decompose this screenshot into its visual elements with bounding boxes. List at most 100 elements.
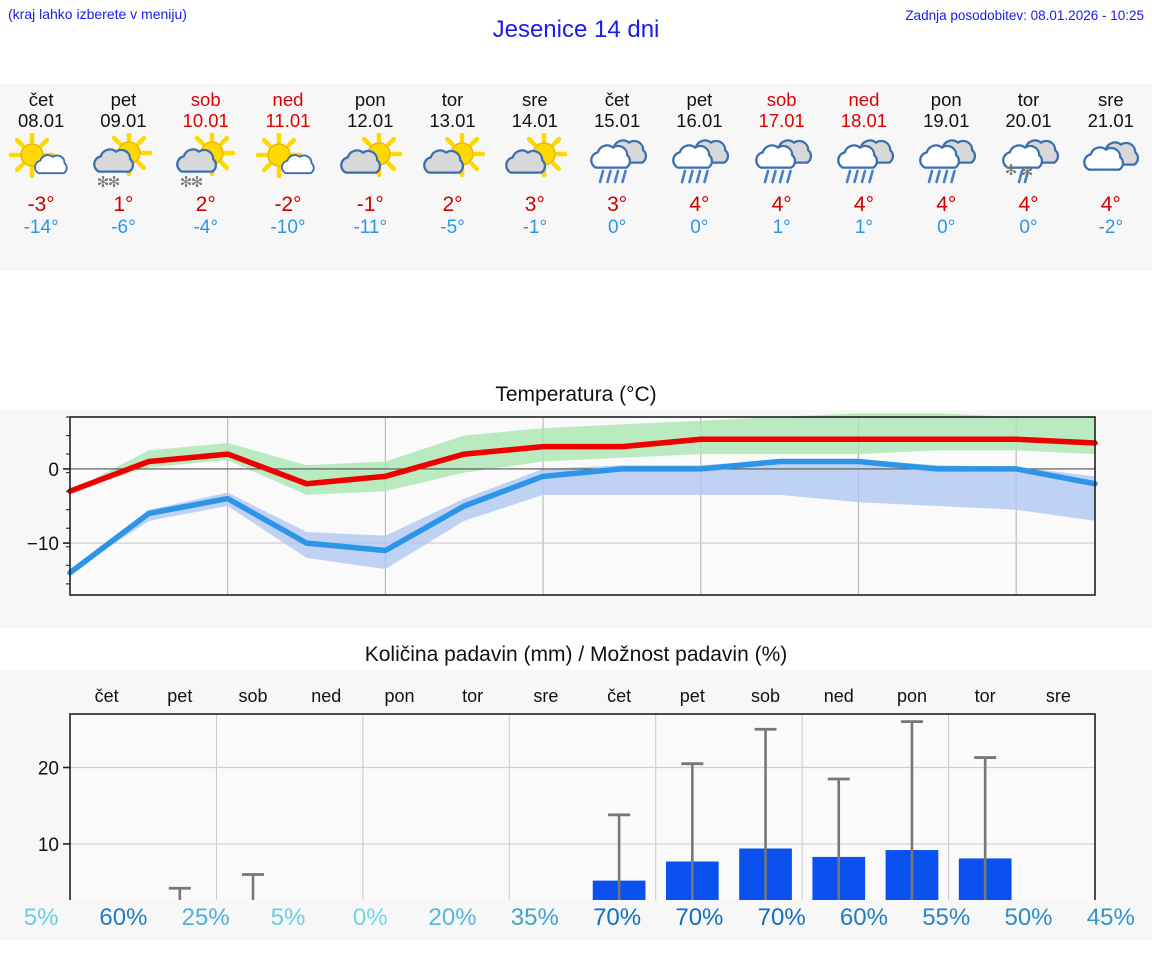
last-updated-text: Zadnja posodobitev: 08.01.2026 - 10:25	[905, 8, 1144, 23]
forecast-day-column[interactable]: tor 13.01 2° -5°	[411, 84, 493, 271]
weather-icon-wrapper	[412, 133, 494, 191]
day-date-label: 13.01	[429, 110, 476, 131]
forecast-day-column[interactable]: pon 12.01 -1° -11°	[329, 84, 411, 271]
min-temperature-label: 1°	[772, 217, 791, 238]
weather-icon-wrapper	[576, 133, 658, 191]
weather-icon-wrapper	[494, 133, 576, 191]
forecast-day-column[interactable]: ned 11.01 -2° -10°	[247, 84, 329, 271]
precipitation-day-label: čet	[95, 686, 119, 706]
day-of-week-label: ned	[848, 89, 880, 110]
min-temperature-label: 0°	[1019, 217, 1038, 238]
precipitation-day-label: ned	[311, 686, 341, 706]
day-date-label: 12.01	[347, 110, 394, 131]
day-of-week-label: čet	[604, 89, 630, 110]
weather-icon-wrapper	[905, 133, 987, 191]
sun-cloud-snow-icon: ✻✻	[93, 133, 153, 191]
cloud-rain-icon	[837, 139, 895, 184]
sun-cloud-icon	[255, 133, 315, 179]
precipitation-day-label: tor	[462, 686, 483, 706]
page-title: Jesenice 14 dni	[492, 16, 660, 43]
forecast-day-column[interactable]: pet 16.01 4° 0°	[658, 84, 740, 271]
weather-icon-wrapper	[329, 133, 411, 191]
day-date-label: 21.01	[1087, 110, 1134, 131]
temperature-line	[67, 436, 1098, 494]
svg-text:✻: ✻	[1004, 161, 1017, 179]
precipitation-day-label: sob	[751, 686, 780, 706]
cloud-rain-icon	[590, 139, 648, 184]
temperature-chart-title: Temperatura (°C)	[0, 380, 1152, 410]
min-temperature-label: -2°	[1098, 217, 1124, 238]
max-temperature-label: -1°	[356, 193, 384, 216]
day-of-week-label: sob	[190, 89, 221, 110]
precipitation-day-label: sob	[239, 686, 268, 706]
strip-chart-gap	[0, 271, 1152, 380]
forecast-day-column[interactable]: sob 17.01 4° 1°	[741, 84, 823, 271]
cloud-sleet-icon: ✻ ✻	[1001, 139, 1059, 184]
temperature-range-band	[70, 413, 1095, 495]
precipitation-day-label: pet	[167, 686, 192, 706]
precipitation-probability-label: 70%	[757, 904, 806, 931]
max-temperature-label: 4°	[1018, 193, 1039, 216]
bottom-gap	[0, 940, 1152, 975]
max-temperature-label: 3°	[524, 193, 545, 216]
min-temperature-label: -11°	[353, 217, 388, 238]
precipitation-chart-title: Količina padavin (mm) / Možnost padavin …	[0, 640, 1152, 670]
max-temperature-label: 4°	[689, 193, 710, 216]
precipitation-plot-area	[70, 714, 1095, 928]
day-date-label: 18.01	[840, 110, 888, 131]
menu-hint-text: (kraj lahko izberete v meniju)	[8, 6, 187, 22]
day-of-week-label: sre	[521, 89, 548, 110]
svg-text:✻: ✻	[97, 173, 110, 191]
cloud-rain-icon	[919, 139, 977, 184]
svg-text:✻: ✻	[190, 173, 203, 191]
precipitation-probability-label: 70%	[593, 904, 642, 931]
day-date-label: 19.01	[923, 110, 970, 131]
precipitation-day-label: pet	[680, 686, 705, 706]
precipitation-probability-label: 5%	[23, 904, 59, 931]
forecast-day-column[interactable]: sob 10.01 ✻ ✻ 2° -4°	[165, 84, 247, 271]
y-axis-tick-label: 0	[48, 460, 59, 481]
day-date-label: 11.01	[265, 110, 311, 131]
precipitation-day-label: tor	[975, 686, 996, 706]
forecast-day-column[interactable]: tor 20.01 ✻ ✻ 4° 0°	[987, 84, 1069, 271]
y-axis-tick-label: −10	[27, 534, 59, 555]
forecast-day-column[interactable]: pon 19.01 4° 0°	[905, 84, 987, 271]
forecast-day-column[interactable]: sre 14.01 3° -1°	[494, 84, 576, 271]
cloud-sun-icon	[504, 133, 568, 178]
day-of-week-label: ned	[272, 89, 304, 110]
precipitation-day-label: čet	[607, 686, 631, 706]
precipitation-probability-label: 60%	[839, 904, 888, 931]
precipitation-day-label: ned	[824, 686, 854, 706]
max-temperature-label: -2°	[274, 193, 302, 216]
cloud-sun-icon	[340, 133, 403, 178]
sun-cloud-snow-icon: ✻✻	[175, 133, 235, 191]
precipitation-probability-label: 5%	[270, 904, 306, 931]
day-of-week-label: sob	[766, 89, 797, 110]
forecast-day-column[interactable]: sre 21.01 4° -2°	[1070, 84, 1152, 271]
day-of-week-label: pet	[110, 89, 137, 110]
forecast-day-column[interactable]: pet 09.01 ✻ ✻ 1° -6°	[82, 84, 164, 271]
svg-text:✻: ✻	[179, 173, 192, 191]
weather-icon-wrapper	[823, 133, 905, 191]
temperature-chart-svg: 0 −10	[27, 413, 1098, 596]
forecast-day-column[interactable]: ned 18.01 4° 1°	[823, 84, 905, 271]
chart-gap	[0, 628, 1152, 640]
weather-icon-wrapper	[247, 133, 329, 191]
cloud-rain-icon	[672, 139, 730, 184]
forecast-day-column[interactable]: čet 08.01 -3° -14°	[0, 84, 82, 271]
y-axis-tick-label: 10	[38, 835, 59, 856]
max-temperature-label: 2°	[442, 193, 463, 216]
min-temperature-label: 1°	[854, 217, 874, 238]
forecast-day-column[interactable]: čet 15.01 3° 0°	[576, 84, 658, 271]
precipitation-probability-label: 20%	[428, 904, 477, 931]
min-temperature-label: -10°	[270, 217, 306, 238]
weather-icon-wrapper: ✻ ✻	[82, 133, 164, 191]
cloud-rain-icon	[754, 139, 812, 184]
precipitation-probability-label: 60%	[99, 904, 148, 931]
day-of-week-label: pet	[686, 89, 713, 110]
precipitation-probability-label: 55%	[922, 904, 971, 931]
day-date-label: 17.01	[758, 110, 805, 131]
precipitation-probability-row: 5% 60% 25% 5% 0% 20% 35% 70% 70% 70% 60% 55% 50% 45%	[0, 900, 1152, 940]
precipitation-day-label: sre	[1046, 686, 1071, 706]
min-temperature-label: -14°	[23, 217, 59, 238]
